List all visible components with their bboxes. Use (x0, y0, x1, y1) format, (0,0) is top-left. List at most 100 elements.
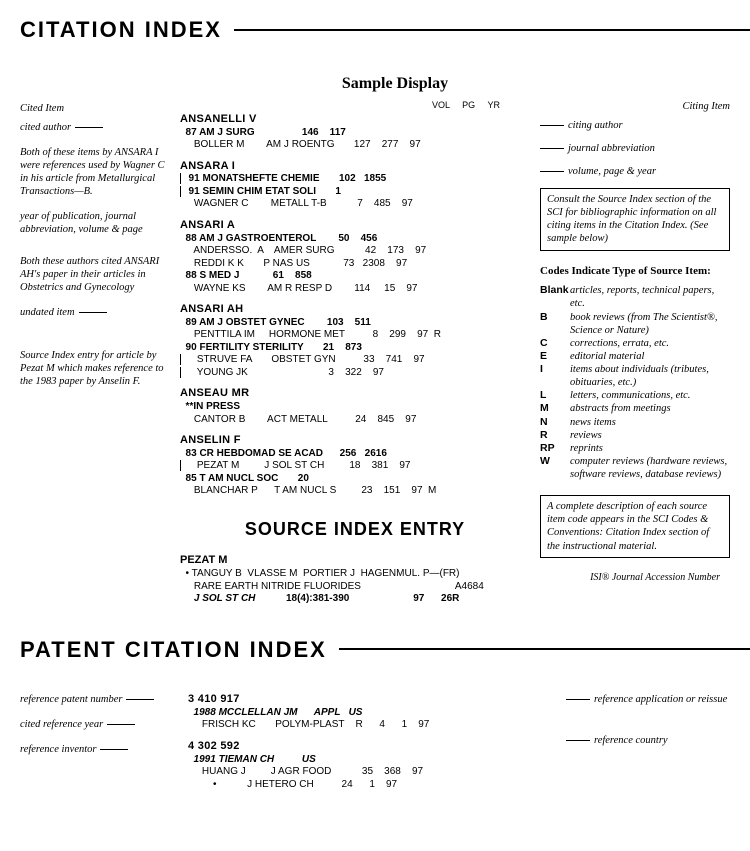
cited-author-name: ANSELIN F (180, 434, 530, 448)
patent-entry: 3 410 917 1988 MCCLELLAN JM APPL US FRIS… (188, 693, 558, 732)
cited-author-name: ANSANELLI V (180, 113, 530, 127)
code-row: Rreviews (540, 429, 730, 442)
citing-item-line: REDDI K K P NAS US 73 2308 97 (180, 258, 530, 271)
citing-item-line: STRUVE FA OBSTET GYN 33 741 97 (180, 354, 530, 367)
codes-title: Codes Indicate Type of Source Item: (540, 265, 730, 279)
cited-reference-line: 88 S MED J 61 858 (180, 270, 530, 283)
code-description: corrections, errata, etc. (570, 337, 730, 350)
cited-reference-line: 90 FERTILITY STERILITY 21 873 (180, 342, 530, 355)
code-letter: I (540, 363, 570, 389)
code-row: Bbook reviews (from The Scientist®, Scie… (540, 311, 730, 337)
citing-item-line: PEZAT M J SOL ST CH 18 381 97 (180, 460, 530, 473)
patent-citing-line: HUANG J J AGR FOOD 35 368 97 (188, 766, 558, 779)
citing-item-line: BLANCHAR P T AM NUCL S 23 151 97 M (180, 485, 530, 498)
patent-right-annotations: reference application or reissue referen… (566, 693, 746, 799)
source-line2: RARE EARTH NITRIDE FLUORIDES A4684 (180, 581, 530, 594)
title-rule (234, 29, 750, 31)
source-author: PEZAT M (180, 554, 530, 568)
code-letter: M (540, 402, 570, 415)
code-description: reprints (570, 442, 730, 455)
citation-entry: ANSELIN F 83 CR HEBDOMAD SE ACAD 256 261… (180, 434, 530, 498)
citing-item-line: WAGNER C METALL T-B 7 485 97 (180, 198, 530, 211)
code-letter: C (540, 337, 570, 350)
patent-title-text: PATENT CITATION INDEX (20, 636, 327, 664)
code-letter: E (540, 350, 570, 363)
code-row: Wcomputer reviews (hardware reviews, sof… (540, 455, 730, 481)
annot-ref-country: reference country (566, 734, 746, 747)
info-box-codes: A complete description of each source it… (540, 495, 730, 558)
citation-entry: ANSARA I 91 MONATSHEFTE CHEMIE 102 1855 … (180, 160, 530, 211)
info-box-source-index: Consult the Source Index section of the … (540, 188, 730, 251)
patent-reference-line: 1991 TIEMAN CH US (188, 754, 558, 767)
codes-table: Blankarticles, reports, technical papers… (540, 284, 730, 481)
annot-cited-author: cited author (20, 121, 170, 134)
patent-data-column: 3 410 917 1988 MCCLELLAN JM APPL US FRIS… (188, 693, 558, 799)
left-annotations: Cited Item cited author Both of these it… (20, 100, 170, 606)
patent-citing-line: • J HETERO CH 24 1 97 (188, 779, 558, 792)
code-description: reviews (570, 429, 730, 442)
citation-entry: ANSARI AH 89 AM J OBSTET GYNEC 103 511 P… (180, 303, 530, 379)
annot-undated: undated item (20, 306, 170, 319)
code-description: articles, reports, technical papers, etc… (570, 284, 730, 310)
annot-journal-abbrev: journal abbreviation (540, 142, 730, 155)
code-row: Lletters, communications, etc. (540, 389, 730, 402)
patent-number: 4 302 592 (188, 740, 558, 754)
patent-left-annotations: reference patent number cited reference … (20, 693, 180, 799)
code-row: Ccorrections, errata, etc. (540, 337, 730, 350)
code-letter: RP (540, 442, 570, 455)
source-line3: J SOL ST CH 18(4):381-390 97 26R (180, 593, 530, 606)
annot-vol-pg-yr: volume, page & year (540, 165, 730, 178)
code-row: Mabstracts from meetings (540, 402, 730, 415)
code-row: Nnews items (540, 416, 730, 429)
citing-item-line: YOUNG JK 3 322 97 (180, 367, 530, 380)
citation-layout: Cited Item cited author Both of these it… (20, 100, 750, 606)
cited-author-name: ANSEAU MR (180, 387, 530, 401)
code-description: editorial material (570, 350, 730, 363)
cited-reference-line: **IN PRESS (180, 401, 530, 414)
annot-ansara: Both of these items by ANSARA I were ref… (20, 146, 170, 199)
annot-ansari: Both these authors cited ANSARI AH's pap… (20, 255, 170, 294)
code-description: book reviews (from The Scientist®, Scien… (570, 311, 730, 337)
patent-citing-line: FRISCH KC POLYM-PLAST R 4 1 97 (188, 719, 558, 732)
citing-item-line: BOLLER M AM J ROENTG 127 277 97 (180, 139, 530, 152)
code-row: Eeditorial material (540, 350, 730, 363)
code-row: Iitems about individuals (tributes, obit… (540, 363, 730, 389)
code-letter: W (540, 455, 570, 481)
cited-reference-line: 85 T AM NUCL SOC 20 (180, 473, 530, 486)
patent-title-rule (339, 648, 750, 650)
code-description: computer reviews (hardware reviews, soft… (570, 455, 730, 481)
annot-cited-ref-year: cited reference year (20, 718, 180, 731)
cited-reference-line: 87 AM J SURG 146 117 (180, 127, 530, 140)
code-description: items about individuals (tributes, obitu… (570, 363, 730, 389)
citing-item-line: CANTOR B ACT METALL 24 845 97 (180, 414, 530, 427)
annot-year-pub: year of publication, journal abbreviatio… (20, 210, 170, 236)
citation-index-title: CITATION INDEX (20, 16, 750, 44)
code-description: letters, communications, etc. (570, 389, 730, 402)
source-index-entry: PEZAT M • TANGUY B VLASSE M PORTIER J HA… (180, 554, 530, 605)
cited-reference-line: 88 AM J GASTROENTEROL 50 456 (180, 233, 530, 246)
annot-source-index: Source Index entry for article by Pezat … (20, 349, 170, 388)
cited-reference-line: 91 SEMIN CHIM ETAT SOLI 1 (180, 186, 530, 199)
code-row: RPreprints (540, 442, 730, 455)
patent-entry: 4 302 592 1991 TIEMAN CH US HUANG J J AG… (188, 740, 558, 791)
code-description: news items (570, 416, 730, 429)
citing-item-label: Citing Item (540, 100, 730, 113)
column-headers: VOL PG YR (180, 100, 530, 111)
code-letter: L (540, 389, 570, 402)
cited-item-label: Cited Item (20, 102, 170, 115)
cited-author-name: ANSARI A (180, 219, 530, 233)
citation-entry: ANSEAU MR **IN PRESS CANTOR B ACT METALL… (180, 387, 530, 426)
annot-citing-author: citing author (540, 119, 730, 132)
cited-reference-line: 91 MONATSHEFTE CHEMIE 102 1855 (180, 173, 530, 186)
cited-author-name: ANSARI AH (180, 303, 530, 317)
source-line1: • TANGUY B VLASSE M PORTIER J HAGENMUL. … (180, 568, 530, 581)
citing-item-line: PENTTILA IM HORMONE MET 8 299 97 R (180, 329, 530, 342)
annot-ref-patent-num: reference patent number (20, 693, 180, 706)
citation-entry: ANSARI A 88 AM J GASTROENTEROL 50 456 AN… (180, 219, 530, 295)
code-letter: B (540, 311, 570, 337)
code-letter: R (540, 429, 570, 442)
patent-layout: reference patent number cited reference … (20, 693, 750, 799)
patent-number: 3 410 917 (188, 693, 558, 707)
title-text: CITATION INDEX (20, 16, 222, 44)
cited-reference-line: 89 AM J OBSTET GYNEC 103 511 (180, 317, 530, 330)
